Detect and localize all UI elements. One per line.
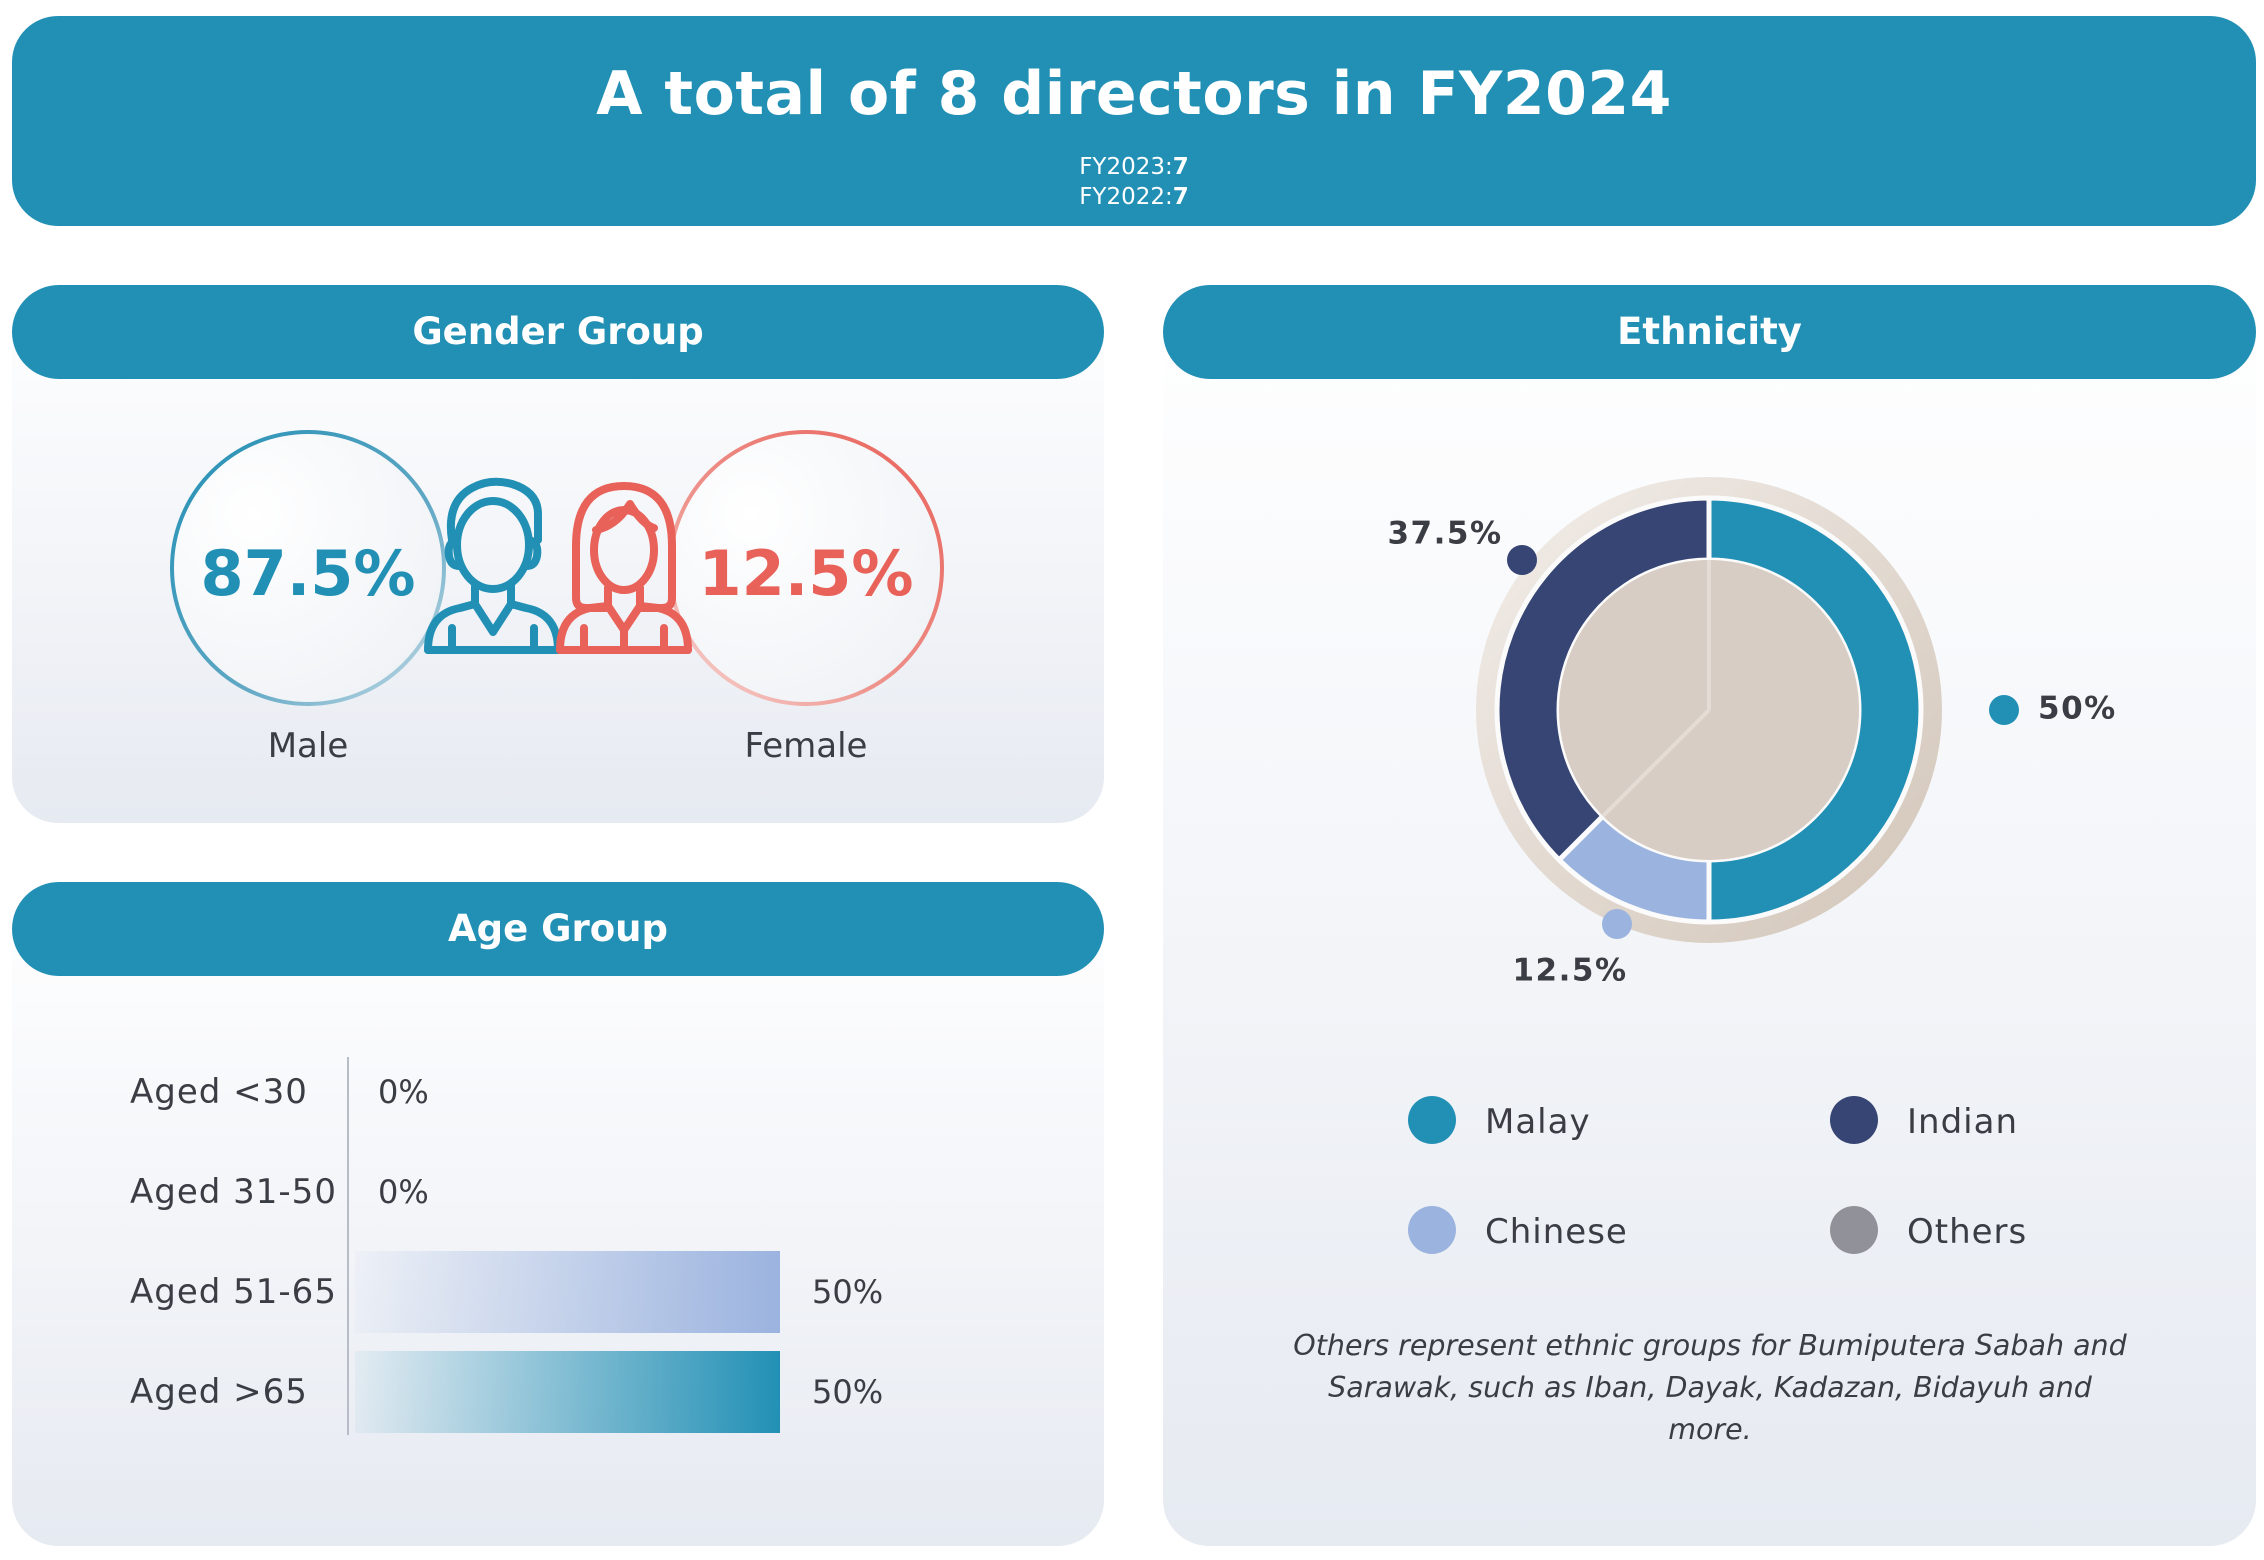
- legend-malay-dot: [1408, 1096, 1456, 1144]
- prior-years: FY2023:7 FY2022:7: [12, 152, 2256, 212]
- footnote-line-2: Sarawak, such as Iban, Dayak, Kadazan, B…: [1328, 1371, 2092, 1446]
- age-card-title: Age Group: [12, 882, 1104, 976]
- legend-others-label: Others: [1907, 1212, 2028, 1252]
- fy2022-label: FY2022:: [1079, 184, 1173, 210]
- age-bar: [355, 1251, 780, 1333]
- fy2022-value: 7: [1172, 184, 1189, 210]
- page-title: A total of 8 directors in FY2024: [596, 59, 1672, 129]
- header-banner: A total of 8 directors in FY2024 FY2023:…: [12, 16, 2256, 226]
- age-card: Age Group: [12, 882, 1104, 1546]
- age-bar: [355, 1351, 780, 1433]
- age-bar-value: 0%: [378, 1073, 429, 1111]
- age-bar-value: 0%: [378, 1173, 429, 1211]
- age-row-label: Aged 51-65: [130, 1272, 337, 1312]
- age-row-label: Aged <30: [130, 1072, 308, 1112]
- female-label: Female: [744, 726, 868, 766]
- age-bar-value: 50%: [812, 1373, 884, 1411]
- ethnicity-card-title: Ethnicity: [1163, 285, 2256, 379]
- female-percentage: 12.5%: [698, 537, 914, 610]
- gender-card-title: Gender Group: [12, 285, 1104, 379]
- legend-malay-label: Malay: [1485, 1102, 1591, 1142]
- footnote-line-1: Others represent ethnic groups for Bumip…: [1293, 1329, 2127, 1362]
- age-row-label: Aged 31-50: [130, 1172, 337, 1212]
- legend-indian-dot: [1830, 1096, 1878, 1144]
- ethnicity-footnote: Others represent ethnic groups for Bumip…: [1290, 1325, 2130, 1451]
- fy2023-line: FY2023:7: [12, 152, 2256, 182]
- male-label: Male: [267, 726, 349, 766]
- fy2023-label: FY2023:: [1079, 154, 1173, 180]
- legend-chinese-label: Chinese: [1485, 1212, 1628, 1252]
- legend-others-dot: [1830, 1206, 1878, 1254]
- male-percentage: 87.5%: [200, 537, 416, 610]
- age-bar-value: 50%: [812, 1273, 884, 1311]
- legend-indian-label: Indian: [1907, 1102, 2018, 1142]
- legend-chinese-dot: [1408, 1206, 1456, 1254]
- age-row-label: Aged >65: [130, 1372, 308, 1412]
- fy2022-line: FY2022:7: [12, 182, 2256, 212]
- fy2023-value: 7: [1172, 154, 1189, 180]
